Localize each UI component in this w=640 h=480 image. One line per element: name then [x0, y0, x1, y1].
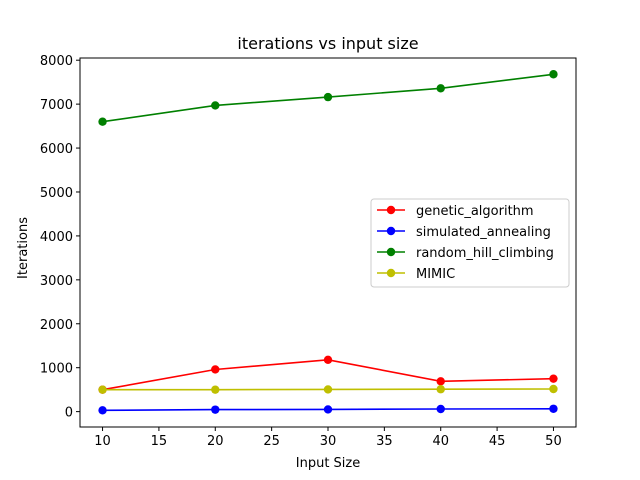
legend-label-mimic: MIMIC — [416, 267, 455, 282]
legend-label-genetic-algorithm: genetic_algorithm — [416, 204, 534, 219]
legend-marker-mimic — [386, 268, 396, 278]
data-point-genetic-algorithm — [211, 365, 220, 374]
data-point-genetic-algorithm — [436, 377, 445, 386]
data-point-mimic — [98, 385, 107, 394]
y-tick-label: 3000 — [40, 274, 73, 289]
y-tick-label: 6000 — [40, 142, 73, 157]
x-tick-label: 50 — [545, 434, 562, 449]
legend-marker-genetic-algorithm — [386, 205, 396, 215]
chart-title: iterations vs input size — [237, 34, 418, 53]
y-tick-label: 5000 — [40, 186, 73, 201]
data-point-genetic-algorithm — [549, 374, 558, 383]
x-tick-label: 25 — [263, 434, 280, 449]
data-point-mimic — [549, 384, 558, 394]
legend-marker-simulated-annealing — [386, 226, 396, 236]
data-point-mimic — [323, 385, 333, 394]
data-point-genetic-algorithm — [323, 355, 333, 364]
legend-marker-random-hill-climbing — [386, 247, 396, 257]
data-point-random-hill-climbing — [323, 92, 333, 102]
plot-area: 10 15 20 25 30 35 40 45 50 0 1000 2000 3000 4000 5000 6… — [40, 54, 577, 449]
data-point-simulated-annealing — [323, 405, 333, 414]
x-axis-title: Input Size — [296, 456, 360, 471]
data-point-random-hill-climbing — [436, 84, 445, 93]
x-tick-label: 30 — [320, 434, 337, 449]
data-point-mimic — [211, 385, 220, 394]
data-point-mimic — [436, 385, 445, 394]
y-tick-label: 8000 — [40, 54, 73, 69]
data-point-simulated-annealing — [98, 406, 107, 415]
legend-label-random-hill-climbing: random_hill_climbing — [416, 246, 554, 261]
data-point-random-hill-climbing — [211, 101, 220, 110]
x-tick-label: 15 — [151, 434, 168, 449]
data-point-simulated-annealing — [211, 405, 220, 414]
legend: genetic_algorithm simulated_annealingrand… — [370, 198, 570, 288]
data-point-simulated-annealing — [436, 404, 445, 414]
y-tick-label: 0 — [65, 406, 73, 421]
legend-box — [370, 198, 570, 288]
x-tick-label: 40 — [432, 434, 449, 449]
y-tick-label: 1000 — [40, 362, 73, 377]
y-tick-label: 4000 — [40, 230, 73, 245]
x-tick-label: 45 — [489, 434, 506, 449]
x-tick-label: 35 — [376, 434, 393, 449]
y-axis-title: Iterations — [16, 217, 31, 279]
x-tick-label: 10 — [94, 434, 111, 449]
data-point-random-hill-climbing — [98, 117, 107, 126]
x-tick-label: 20 — [207, 434, 224, 449]
y-tick-label: 7000 — [40, 98, 73, 113]
data-point-simulated-annealing — [549, 404, 558, 413]
y-tick-label: 2000 — [40, 318, 73, 333]
legend-label-simulated-annealing: simulated_annealing — [416, 225, 551, 240]
data-point-random-hill-climbing — [549, 70, 558, 79]
